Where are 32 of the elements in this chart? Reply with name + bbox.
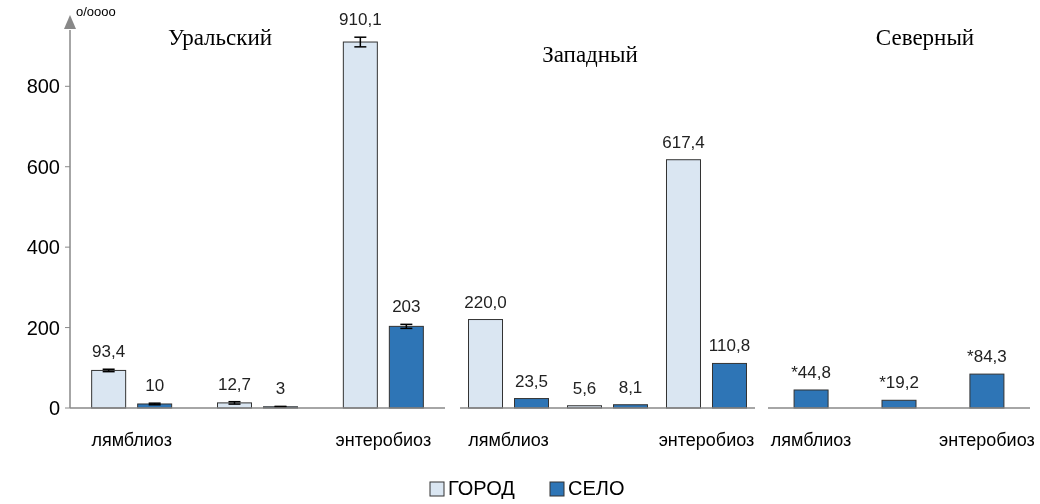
chart-title: Северный [875, 25, 975, 50]
data-label: 910,1 [339, 10, 382, 30]
chart-title: Западный [542, 42, 638, 67]
data-label: 93,4 [92, 342, 126, 362]
legend-label: СЕЛО [568, 477, 625, 499]
x-tick-label: лямблиоз [91, 430, 172, 450]
data-label: 3 [275, 379, 286, 399]
y-tick-label: 600 [26, 155, 60, 178]
y-tick-label: 800 [26, 75, 60, 98]
x-tick-label: лямблиоз [468, 430, 549, 450]
data-label: *84,3 [967, 347, 1007, 367]
x-tick-label: энтеробиоз [335, 430, 432, 450]
y-tick-label: 200 [26, 316, 60, 339]
data-label: 203 [392, 297, 421, 317]
chart-title: Уральский [167, 25, 273, 50]
y-tick-label: 400 [26, 236, 60, 259]
data-label: 5,6 [572, 378, 597, 398]
data-label: 110,8 [708, 336, 751, 356]
data-label: 12,7 [217, 374, 252, 394]
data-label: 220,0 [464, 292, 507, 312]
x-tick-label: лямблиоз [770, 430, 852, 450]
y-tick-label: 0 [48, 397, 60, 419]
data-label: 23,5 [514, 371, 549, 391]
data-label: *19,2 [879, 373, 919, 393]
x-tick-label: энтеробиоз [658, 430, 755, 450]
data-label: 10 [145, 376, 165, 396]
y-axis-title: o/oooo [76, 4, 116, 19]
legend-label: ГОРОД [448, 477, 516, 499]
data-label: *44,8 [791, 362, 831, 382]
data-label: 617,4 [662, 132, 705, 152]
data-label: 8,1 [618, 377, 643, 397]
x-tick-label: энтеробиоз [939, 430, 1035, 450]
